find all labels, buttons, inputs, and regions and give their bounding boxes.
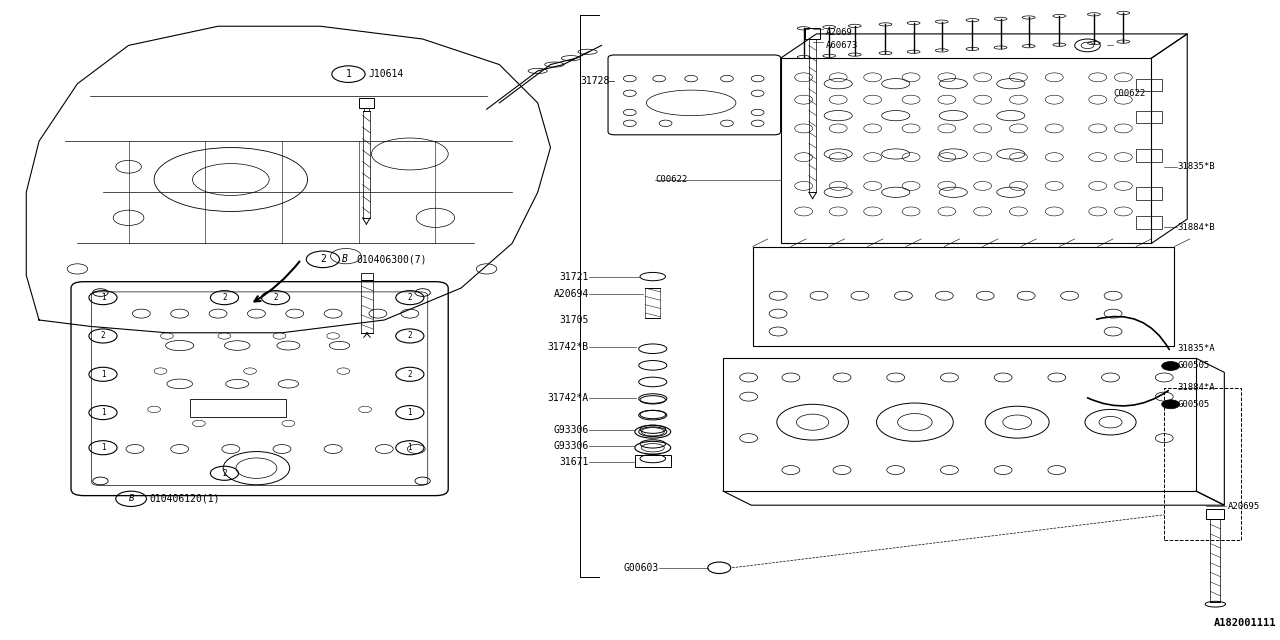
Text: 2: 2	[407, 293, 412, 302]
Text: 31835*B: 31835*B	[1178, 162, 1215, 172]
Text: 1: 1	[101, 444, 105, 452]
Bar	[358, 98, 374, 108]
Text: A20695: A20695	[1229, 502, 1261, 511]
Bar	[723, 358, 1197, 491]
Bar	[1207, 509, 1225, 519]
Text: C00622: C00622	[1114, 89, 1146, 98]
Bar	[635, 456, 671, 467]
Text: 31671: 31671	[559, 457, 589, 467]
Text: G93306: G93306	[554, 442, 589, 451]
Text: 31742*A: 31742*A	[548, 393, 589, 403]
Text: A60673: A60673	[826, 41, 858, 50]
Text: 010406120(1): 010406120(1)	[148, 494, 219, 504]
Text: B: B	[342, 254, 348, 264]
Bar	[1165, 388, 1240, 540]
Text: 31835*A: 31835*A	[1178, 344, 1215, 353]
Text: 31884*B: 31884*B	[1178, 223, 1215, 232]
Text: 31742*B: 31742*B	[548, 342, 589, 352]
Text: 2: 2	[101, 332, 105, 340]
Text: G93306: G93306	[554, 425, 589, 435]
Text: 31884*A: 31884*A	[1178, 383, 1215, 392]
Bar	[361, 273, 372, 280]
Bar	[1137, 216, 1162, 228]
Text: 010406300(7): 010406300(7)	[356, 254, 426, 264]
Text: 2: 2	[223, 468, 227, 478]
Bar	[189, 399, 285, 417]
Text: 31705: 31705	[559, 315, 589, 325]
Text: A20694: A20694	[554, 289, 589, 300]
Bar	[1137, 111, 1162, 124]
Text: 1: 1	[407, 444, 412, 452]
Bar	[1137, 187, 1162, 200]
Text: 1: 1	[101, 370, 105, 379]
Text: G00505: G00505	[1178, 400, 1210, 409]
Text: 2: 2	[274, 293, 278, 302]
Bar	[781, 58, 1152, 243]
Text: B: B	[128, 494, 134, 503]
Text: 1: 1	[101, 293, 105, 302]
Text: 2: 2	[223, 293, 227, 302]
Text: 2: 2	[407, 370, 412, 379]
Bar	[753, 246, 1175, 346]
Text: G00505: G00505	[1178, 362, 1210, 371]
Text: A2069: A2069	[826, 28, 852, 37]
Text: 31728: 31728	[580, 76, 609, 86]
Text: G00603: G00603	[623, 563, 659, 573]
Text: 31721: 31721	[559, 271, 589, 282]
Text: A182001111: A182001111	[1215, 618, 1276, 628]
Bar	[1137, 149, 1162, 162]
Text: 1: 1	[346, 69, 352, 79]
Text: C00622: C00622	[655, 175, 687, 184]
Circle shape	[1162, 362, 1180, 371]
Text: 1: 1	[101, 408, 105, 417]
Text: 2: 2	[407, 332, 412, 340]
Bar	[805, 28, 820, 39]
Circle shape	[1162, 400, 1180, 409]
Text: 1: 1	[407, 408, 412, 417]
Text: J10614: J10614	[369, 69, 404, 79]
Text: 2: 2	[320, 254, 326, 264]
Bar	[1137, 79, 1162, 92]
